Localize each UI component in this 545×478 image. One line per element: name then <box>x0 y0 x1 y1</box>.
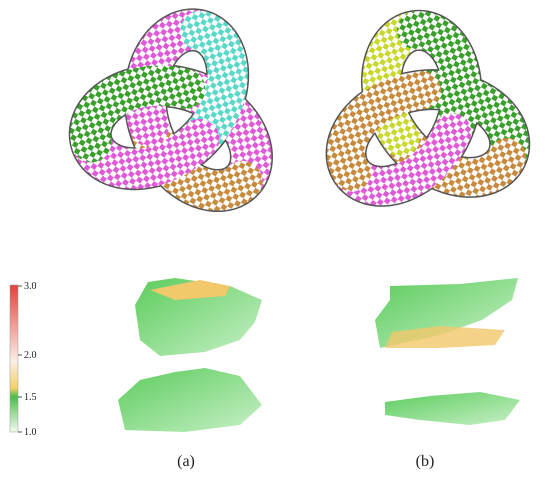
colorbar-label: 3.0 <box>24 281 37 292</box>
uv-charts-a <box>118 278 262 432</box>
knot-render-a <box>90 30 251 191</box>
colorbar-label: 1.5 <box>24 392 37 403</box>
caption: (b) <box>416 453 435 470</box>
uv-patch <box>385 392 520 425</box>
caption: (a) <box>177 453 195 470</box>
colorbar-label: 1.0 <box>24 427 37 438</box>
colorbar-label: 2.0 <box>24 350 37 361</box>
uv-patch <box>118 368 262 432</box>
figure: 3.0 2.0 1.5 1.0 (a) (b) <box>0 0 545 473</box>
uv-charts-b <box>375 278 520 425</box>
knot-render-b <box>346 30 510 186</box>
colorbar <box>10 285 18 432</box>
